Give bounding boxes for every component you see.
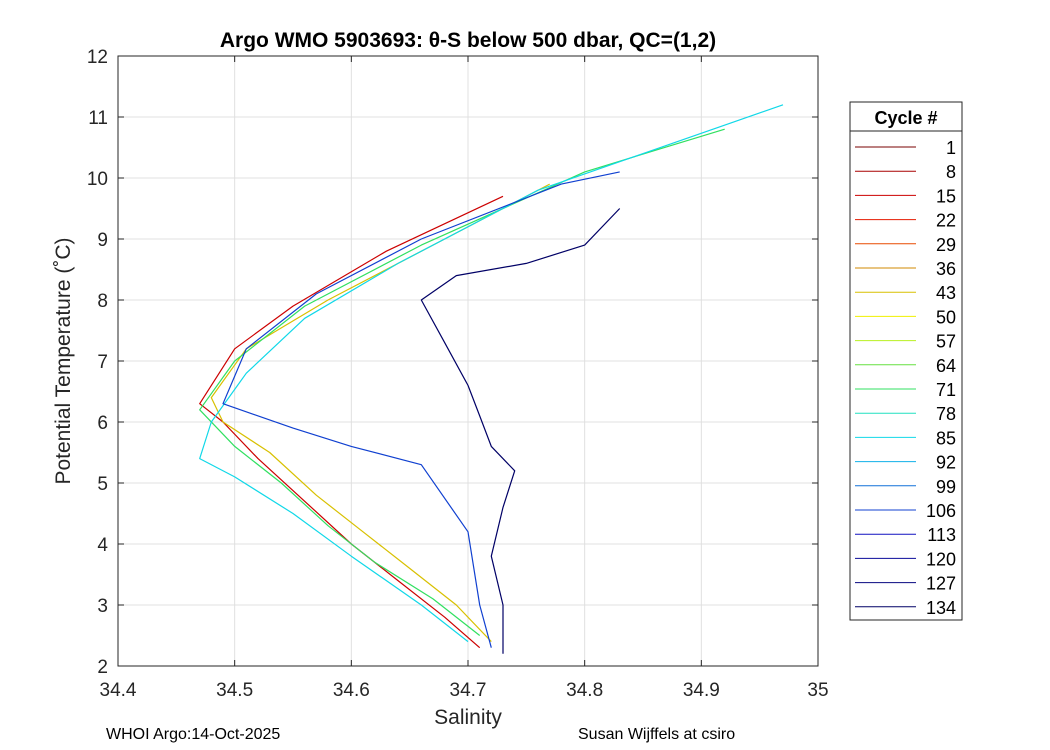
legend-label: 127 <box>926 574 956 594</box>
legend-label: 99 <box>936 477 956 497</box>
legend-label: 78 <box>936 404 956 424</box>
x-axis-ticks: 34.4 34.5 34.6 34.7 34.8 34.9 35 <box>100 56 829 701</box>
legend-label: 22 <box>936 211 956 231</box>
y-tick-label: 4 <box>97 535 108 556</box>
series-line-cycle-early-red <box>199 195 504 649</box>
legend-title: Cycle # <box>874 108 937 128</box>
legend-label: 85 <box>936 428 956 448</box>
y-tick-label: 3 <box>97 596 108 617</box>
legend-label: 64 <box>936 356 956 376</box>
x-tick-label: 35 <box>807 680 828 701</box>
data-series <box>199 104 784 654</box>
legend-label: 29 <box>936 235 956 255</box>
x-tick-label: 34.8 <box>566 680 603 701</box>
legend-label: 106 <box>926 501 956 521</box>
y-tick-label: 7 <box>97 352 108 373</box>
legend-label: 113 <box>927 525 956 545</box>
legend-label: 120 <box>926 549 956 569</box>
legend-label: 134 <box>926 598 956 618</box>
legend-label: 8 <box>946 162 956 182</box>
y-tick-label: 9 <box>97 230 108 251</box>
series-line-cycle-cyan <box>199 104 784 643</box>
x-tick-label: 34.4 <box>100 680 137 701</box>
footer-right-text: Susan Wijffels at csiro <box>578 726 736 743</box>
legend-label: 1 <box>946 138 956 158</box>
y-tick-label: 6 <box>97 413 108 434</box>
y-tick-label: 10 <box>87 169 108 190</box>
x-tick-label: 34.7 <box>450 680 487 701</box>
x-axis-label: Salinity <box>434 706 502 729</box>
x-tick-label: 34.5 <box>216 680 253 701</box>
y-tick-label: 11 <box>88 108 108 129</box>
y-axis-label: Potential Temperature (˚C) <box>52 237 75 484</box>
legend-box <box>849 101 963 621</box>
series-line-cycle-yellow <box>210 183 550 643</box>
series-line-cycle-late-navy <box>420 208 621 654</box>
y-tick-label: 8 <box>97 291 108 312</box>
legend-label: 36 <box>936 259 956 279</box>
series-line-cycle-green <box>199 128 725 636</box>
x-tick-label: 34.6 <box>333 680 370 701</box>
legend-label: 43 <box>936 283 956 303</box>
y-tick-label: 5 <box>97 474 108 495</box>
chart-title: Argo WMO 5903693: θ-S below 500 dbar, QC… <box>220 29 716 52</box>
legend-label: 92 <box>936 453 956 473</box>
legend-label: 57 <box>936 332 956 352</box>
legend: Cycle # 18152229364350576471788592991061… <box>849 101 963 621</box>
y-tick-label: 12 <box>87 47 108 68</box>
footer-left-text: WHOI Argo:14-Oct-2025 <box>106 726 281 743</box>
legend-entries: 1 8 15 22 29 36 43 50 57 64 71 78 85 92 99 106 113 120 127… <box>855 138 956 618</box>
series-line-cycle-blue <box>222 171 620 648</box>
x-tick-label: 34.9 <box>683 680 720 701</box>
legend-label: 15 <box>936 186 956 206</box>
y-axis-ticks: 2 3 4 5 6 7 8 9 10 11 12 <box>87 47 818 678</box>
y-tick-label: 2 <box>97 657 108 678</box>
legend-label: 50 <box>936 307 956 327</box>
legend-label: 71 <box>936 380 956 400</box>
